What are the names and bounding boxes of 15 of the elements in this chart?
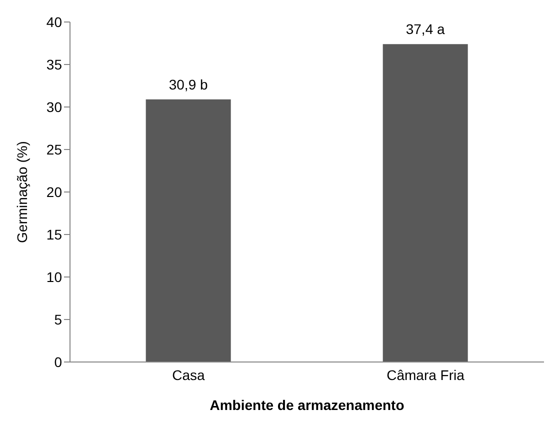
y-tick-label: 40 — [46, 14, 62, 30]
data-label: 30,9 b — [168, 76, 208, 92]
y-tick-label: 0 — [54, 354, 62, 370]
y-tick-label: 30 — [46, 98, 62, 115]
y-tick-label: 25 — [46, 141, 62, 158]
y-axis-title: Germinação (%) — [14, 141, 30, 243]
x-tick-label: Câmara Fria — [386, 366, 465, 383]
x-tick-label: Casa — [172, 366, 206, 383]
data-label: 37,4 a — [406, 21, 446, 38]
y-tick-label: 35 — [46, 56, 62, 72]
x-axis-title: Ambiente de armazenamento — [210, 397, 404, 413]
y-tick-label: 5 — [54, 311, 62, 328]
y-tick-label: 10 — [46, 268, 62, 285]
y-tick-label: 20 — [46, 184, 62, 200]
y-tick-label: 15 — [46, 226, 62, 242]
